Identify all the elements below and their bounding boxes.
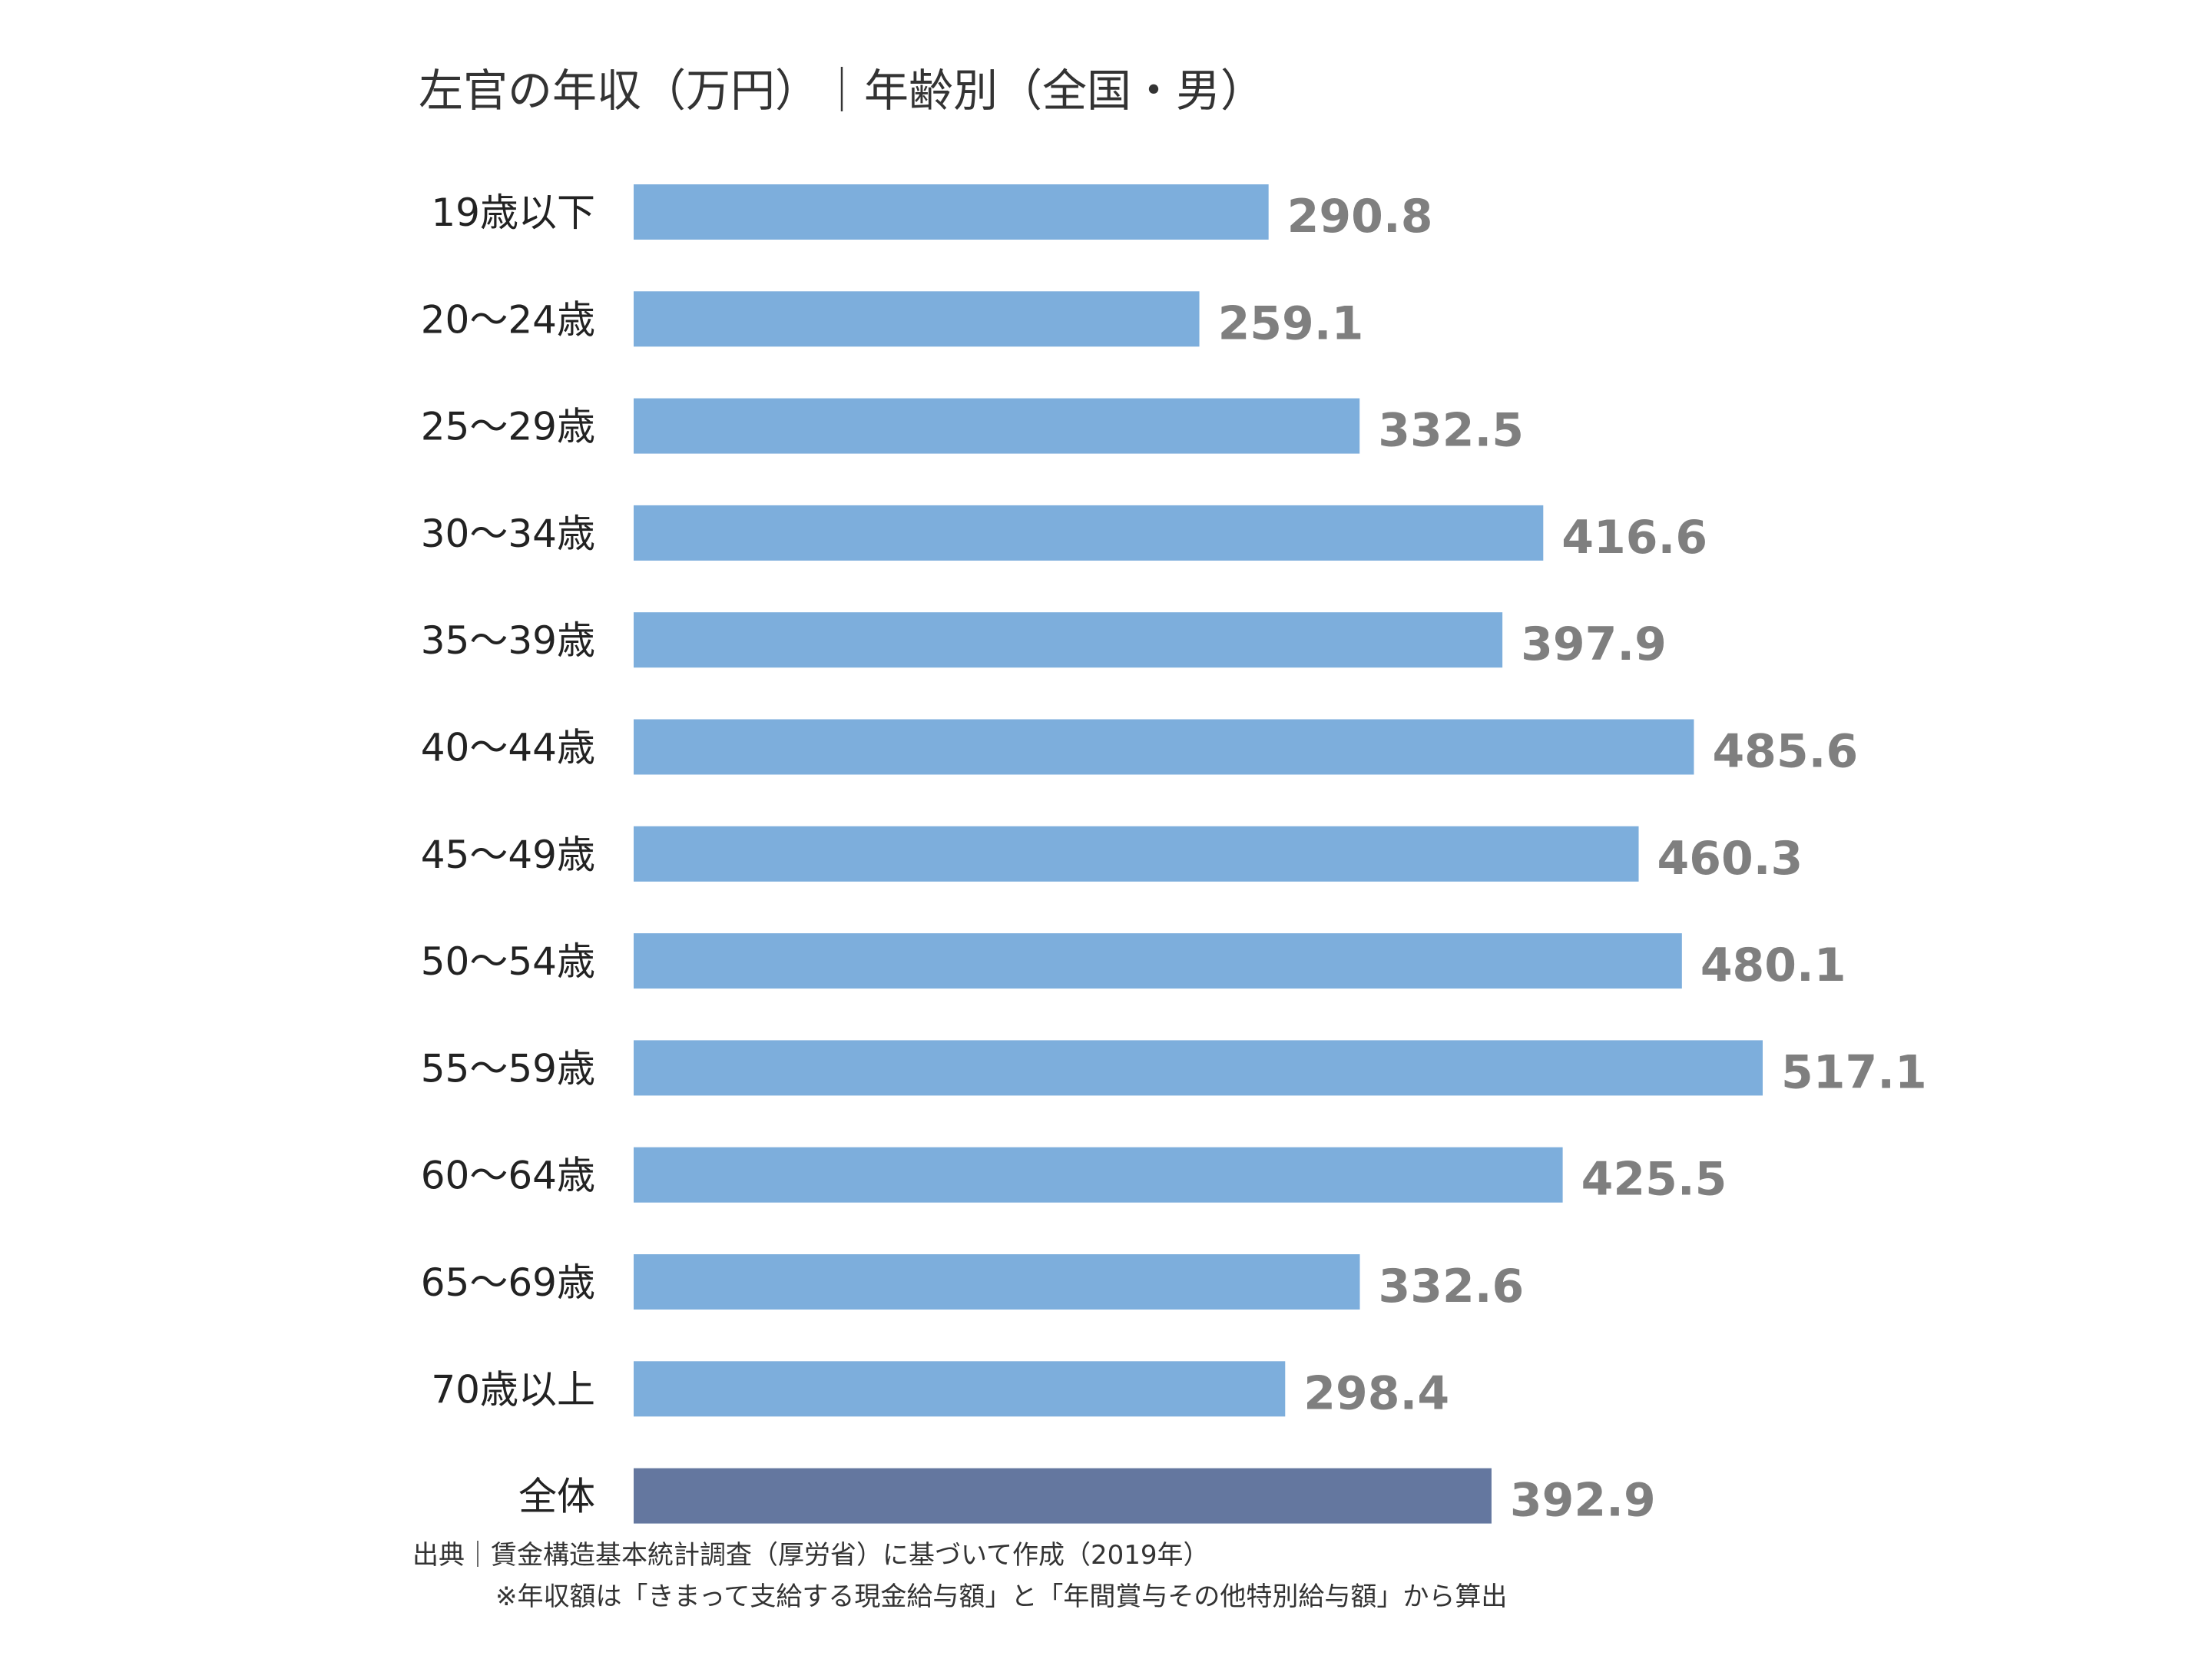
category-label: 35～39歳 [421, 618, 595, 663]
value-label: 397.9 [1521, 618, 1667, 671]
category-label: 45～49歳 [421, 833, 595, 877]
bar [634, 826, 1639, 882]
category-label: 70歳以上 [431, 1367, 595, 1412]
value-label: 416.6 [1561, 511, 1707, 565]
value-label: 517.1 [1781, 1045, 1927, 1099]
value-label: 460.3 [1657, 832, 1803, 886]
value-label: 298.4 [1303, 1366, 1449, 1420]
bars-group: 19歳以下 290.8 20～24歳 259.1 25～29歳 332.5 30～34歳 41… [421, 184, 1927, 1528]
bar [634, 1040, 1763, 1096]
value-label: 480.1 [1700, 939, 1846, 992]
calc-note: ※年収額は「きまって支給する現金給与額」と「年間賞与その他特別給与額」から算出 [495, 1581, 1507, 1612]
bar [634, 933, 1682, 989]
value-label: 485.6 [1712, 725, 1858, 779]
bar [634, 1254, 1360, 1310]
bar [634, 291, 1200, 347]
category-label: 25～29歳 [421, 405, 595, 449]
bar [634, 719, 1694, 775]
bar [634, 184, 1269, 240]
category-label: 20～24歳 [421, 297, 595, 342]
bar-overall [634, 1468, 1492, 1524]
bar [634, 1361, 1286, 1417]
category-label: 60～64歳 [421, 1154, 595, 1198]
category-label: 30～34歳 [421, 512, 595, 556]
category-label: 全体 [518, 1475, 595, 1519]
bar [634, 612, 1503, 668]
category-label: 50～54歳 [421, 939, 595, 984]
bar [634, 1147, 1563, 1203]
category-label: 55～59歳 [421, 1046, 595, 1091]
value-label: 392.9 [1510, 1474, 1656, 1528]
value-label: 259.1 [1218, 296, 1364, 350]
value-label: 290.8 [1287, 190, 1433, 243]
chart-title: 左官の年収（万円）｜年齢別（全国・男） [419, 65, 1265, 117]
category-label: 65～69歳 [421, 1260, 595, 1305]
value-label: 332.5 [1378, 404, 1524, 458]
bar [634, 505, 1544, 561]
value-label: 425.5 [1581, 1153, 1727, 1207]
category-label: 40～44歳 [421, 726, 595, 770]
category-label: 19歳以下 [431, 190, 595, 235]
source-note: 出典｜賃金構造基本統計調査（厚労省）に基づいて作成（2019年） [412, 1540, 1210, 1571]
value-label: 332.6 [1379, 1260, 1525, 1313]
bar [634, 398, 1360, 454]
